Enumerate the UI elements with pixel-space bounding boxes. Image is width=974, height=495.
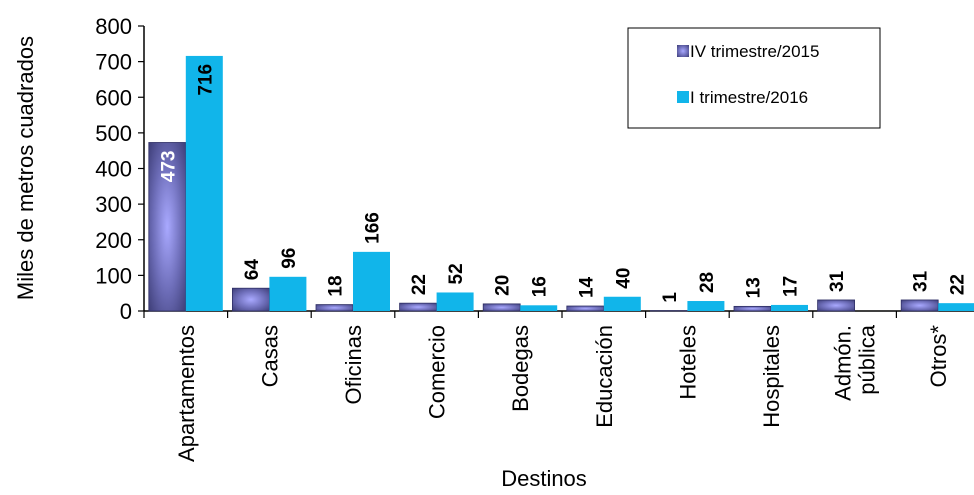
bar-series-1 <box>185 55 223 311</box>
bar-data-label: 716 <box>195 64 216 96</box>
x-tick-label: Otros* <box>926 325 951 388</box>
bar-data-label: 18 <box>326 275 347 296</box>
y-tick-label: 300 <box>95 192 132 217</box>
bar-data-label: 166 <box>363 212 384 244</box>
y-tick-label: 100 <box>95 263 132 288</box>
bar-series-0 <box>733 305 772 312</box>
x-axis-title: Destinos <box>501 466 587 491</box>
bar-series-1 <box>771 304 808 311</box>
bar-series-0 <box>817 299 855 312</box>
bar-series-1 <box>353 251 390 311</box>
x-tick-label: Comercio <box>425 325 450 419</box>
bar-data-label: 31 <box>911 270 932 292</box>
bar-data-label: 22 <box>409 274 430 295</box>
y-tick-label: 400 <box>95 157 132 182</box>
y-axis-title: Miles de metros cuadrados <box>13 36 38 300</box>
bar-data-label: 28 <box>697 272 718 293</box>
y-tick-label: 700 <box>95 50 132 75</box>
bar-data-label: 13 <box>744 277 765 298</box>
y-tick-label: 600 <box>95 85 132 110</box>
bar-series-0 <box>566 305 605 312</box>
bar-series-1 <box>687 301 725 311</box>
x-axis <box>143 310 974 318</box>
bar-data-label: 473 <box>158 150 179 182</box>
bar-series-0 <box>482 303 521 312</box>
bar-data-label: 22 <box>948 274 969 295</box>
bar-data-label: 96 <box>279 248 300 269</box>
x-tick-label: Hoteles <box>675 325 700 400</box>
y-tick-label: 200 <box>95 228 132 253</box>
bar-labels: 473 716 64 96 18 166 22 52 20 16 14 40 1 28 13 17 31 22 31 <box>158 64 968 303</box>
legend-label-series-0: IV trimestre/2015 <box>690 42 819 61</box>
y-axis: 0 100 200 300 400 500 600 700 800 <box>95 14 145 324</box>
x-tick-label: pública <box>855 324 880 394</box>
legend-box <box>627 27 881 129</box>
legend-label-series-1: I trimestre/2016 <box>690 88 808 107</box>
bar-data-label: 14 <box>576 276 597 298</box>
x-tick-label: Hospitales <box>759 325 784 428</box>
x-tick-label: Admón. <box>831 325 856 401</box>
y-tick-label: 800 <box>95 14 132 39</box>
x-tick-label: Bodegas <box>508 325 533 412</box>
y-tick-label: 0 <box>120 299 132 324</box>
x-tick-labels: Apartamentos Casas Oficinas Comercio Bodegas… <box>174 324 951 462</box>
legend-swatch-series-1 <box>677 91 689 103</box>
bar-data-label: 40 <box>613 268 634 289</box>
x-tick-label: Educación <box>592 325 617 428</box>
bar-series-0 <box>900 299 939 312</box>
bar-data-label: 64 <box>242 259 263 281</box>
bar-data-label: 1 <box>660 292 681 303</box>
bar-data-label: 52 <box>446 263 467 284</box>
bar-data-label: 16 <box>530 276 551 297</box>
legend: IV trimestre/2015 I trimestre/2016 <box>627 27 881 129</box>
bar-series-0 <box>315 304 354 312</box>
bar-series-1 <box>269 276 307 311</box>
x-tick-label: Oficinas <box>341 325 366 404</box>
bar-series-1 <box>938 303 974 311</box>
bar-series-1 <box>436 292 474 311</box>
bar-series-1 <box>603 296 641 311</box>
bar-data-label: 31 <box>827 270 848 292</box>
x-tick-label: Apartamentos <box>174 325 199 462</box>
bar-series-1 <box>520 305 558 311</box>
bars <box>148 55 974 312</box>
bar-data-label: 20 <box>493 275 514 296</box>
y-tick-label: 500 <box>95 121 132 146</box>
bar-series-0 <box>399 302 438 312</box>
x-tick-label: Casas <box>257 325 282 387</box>
bar-data-label: 17 <box>781 276 802 297</box>
bar-series-0 <box>231 287 270 312</box>
legend-swatch-series-0 <box>677 45 689 57</box>
